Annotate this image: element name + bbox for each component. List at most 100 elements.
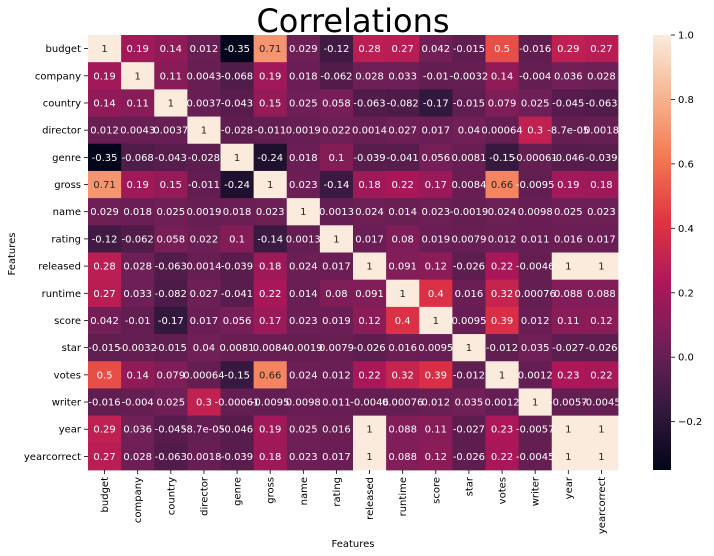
heatmap-cell — [286, 388, 321, 417]
cell-annotation: -0.15 — [224, 370, 250, 381]
cell-annotation: 0.028 — [355, 71, 384, 82]
cell-annotation: 0.12 — [358, 316, 380, 327]
cell-annotation: 0.12 — [590, 316, 612, 327]
heatmap-cell — [452, 415, 486, 444]
cell-annotation: 0.022 — [190, 234, 219, 245]
cell-annotation: 0.023 — [289, 180, 318, 191]
heatmap-cell — [220, 143, 255, 172]
heatmap-cell — [220, 89, 255, 117]
cell-annotation: -0.041 — [387, 153, 419, 164]
cell-annotation: 0.058 — [156, 234, 185, 245]
cell-annotation: 0.18 — [358, 180, 380, 191]
heatmap-cell — [584, 306, 619, 335]
cell-annotation: 0.19 — [127, 44, 149, 55]
heatmap-cell — [286, 361, 321, 389]
heatmap-cell — [319, 35, 354, 63]
heatmap-cell — [121, 388, 155, 417]
heatmap-cell — [452, 198, 486, 226]
cell-annotation: 0.0018 — [584, 126, 619, 137]
heatmap-cell — [319, 415, 354, 444]
heatmap-cell — [353, 388, 387, 417]
heatmap-cell — [187, 143, 221, 172]
cell-annotation: 0.22 — [590, 370, 612, 381]
heatmap-cell — [518, 198, 553, 226]
heatmap-cell — [286, 35, 321, 63]
heatmap-cell — [518, 361, 553, 389]
cell-annotation: 0.029 — [289, 44, 318, 55]
heatmap-cell — [419, 170, 453, 199]
heatmap-cell — [419, 62, 453, 90]
heatmap-cell — [386, 252, 420, 281]
heatmap-cell — [154, 442, 188, 471]
heatmap-cell — [253, 334, 288, 362]
y-tick-label: name — [53, 207, 81, 218]
y-tick-label: writer — [52, 398, 82, 409]
cell-annotation: 0.016 — [554, 234, 583, 245]
cell-annotation: -0.063 — [155, 262, 187, 273]
cell-annotation: 0.0081 — [451, 153, 486, 164]
heatmap-cell — [386, 306, 420, 335]
cell-annotation: -0.016 — [88, 398, 120, 409]
cell-annotation: 0.017 — [322, 262, 351, 273]
x-tick-label: year — [564, 476, 575, 499]
heatmap-cell — [584, 388, 619, 417]
heatmap-cell — [452, 89, 486, 117]
heatmap-cell — [518, 279, 553, 308]
heatmap-cell — [386, 143, 420, 172]
cell-annotation: 0.1 — [328, 153, 344, 164]
heatmap-cell — [485, 442, 520, 471]
heatmap-cell — [220, 198, 255, 226]
heatmap-cell — [154, 116, 188, 145]
cell-annotation: -0.045 — [552, 98, 584, 109]
cell-annotation: 0.028 — [123, 452, 152, 463]
heatmap-cell — [319, 143, 354, 172]
cell-annotation: 1 — [300, 207, 306, 218]
heatmap-cell — [121, 334, 155, 362]
heatmap-cell — [187, 279, 221, 308]
y-axis-label: Features — [7, 233, 18, 276]
cell-annotation: 0.11 — [557, 316, 579, 327]
cell-annotation: -0.0032 — [118, 343, 157, 354]
cell-annotation: -0.012 — [486, 343, 518, 354]
cell-annotation: -0.016 — [519, 44, 551, 55]
cell-annotation: -0.0046 — [516, 262, 555, 273]
cell-annotation: 0.014 — [388, 207, 417, 218]
cell-annotation: 0.023 — [421, 207, 450, 218]
cell-annotation: 0.1 — [229, 234, 245, 245]
cell-annotation: 0.27 — [392, 44, 414, 55]
cell-annotation: 0.29 — [557, 44, 579, 55]
cell-annotation: -0.043 — [221, 98, 253, 109]
heatmap-cell — [319, 225, 354, 253]
heatmap-cell — [286, 198, 321, 226]
heatmap-cell — [187, 225, 221, 253]
heatmap-cell — [386, 116, 420, 145]
cell-annotation: -0.15 — [489, 153, 515, 164]
heatmap-cell — [187, 170, 221, 199]
heatmap-cell — [220, 361, 255, 389]
heatmap-cell — [584, 89, 619, 117]
colorbar-tick-label: 0.4 — [678, 224, 694, 235]
cell-annotation: 0.15 — [259, 98, 281, 109]
cell-annotation: 0.22 — [358, 370, 380, 381]
cell-annotation: 0.022 — [322, 126, 351, 137]
cell-annotation: 0.11 — [127, 98, 149, 109]
heatmap-cell — [584, 442, 619, 471]
cell-annotation: 0.0019 — [186, 207, 221, 218]
heatmap-cell — [353, 170, 387, 199]
heatmap-cell — [220, 62, 255, 90]
heatmap-cell — [386, 170, 420, 199]
heatmap-cell — [353, 225, 387, 253]
cell-annotation: 0.012 — [488, 234, 517, 245]
heatmap-cell — [88, 225, 122, 253]
heatmap-cell — [319, 279, 354, 308]
heatmap-cell — [386, 225, 420, 253]
heatmap-cell — [121, 170, 155, 199]
cell-annotation: -0.00061 — [215, 398, 260, 409]
cell-annotation: -8.7e-05 — [183, 425, 225, 436]
heatmap-cell — [88, 143, 122, 172]
cell-annotation: 0.018 — [123, 207, 152, 218]
heatmap-cell — [419, 279, 453, 308]
heatmap-cell — [419, 89, 453, 117]
cell-annotation: -0.35 — [92, 153, 118, 164]
heatmap-cell — [551, 415, 586, 444]
